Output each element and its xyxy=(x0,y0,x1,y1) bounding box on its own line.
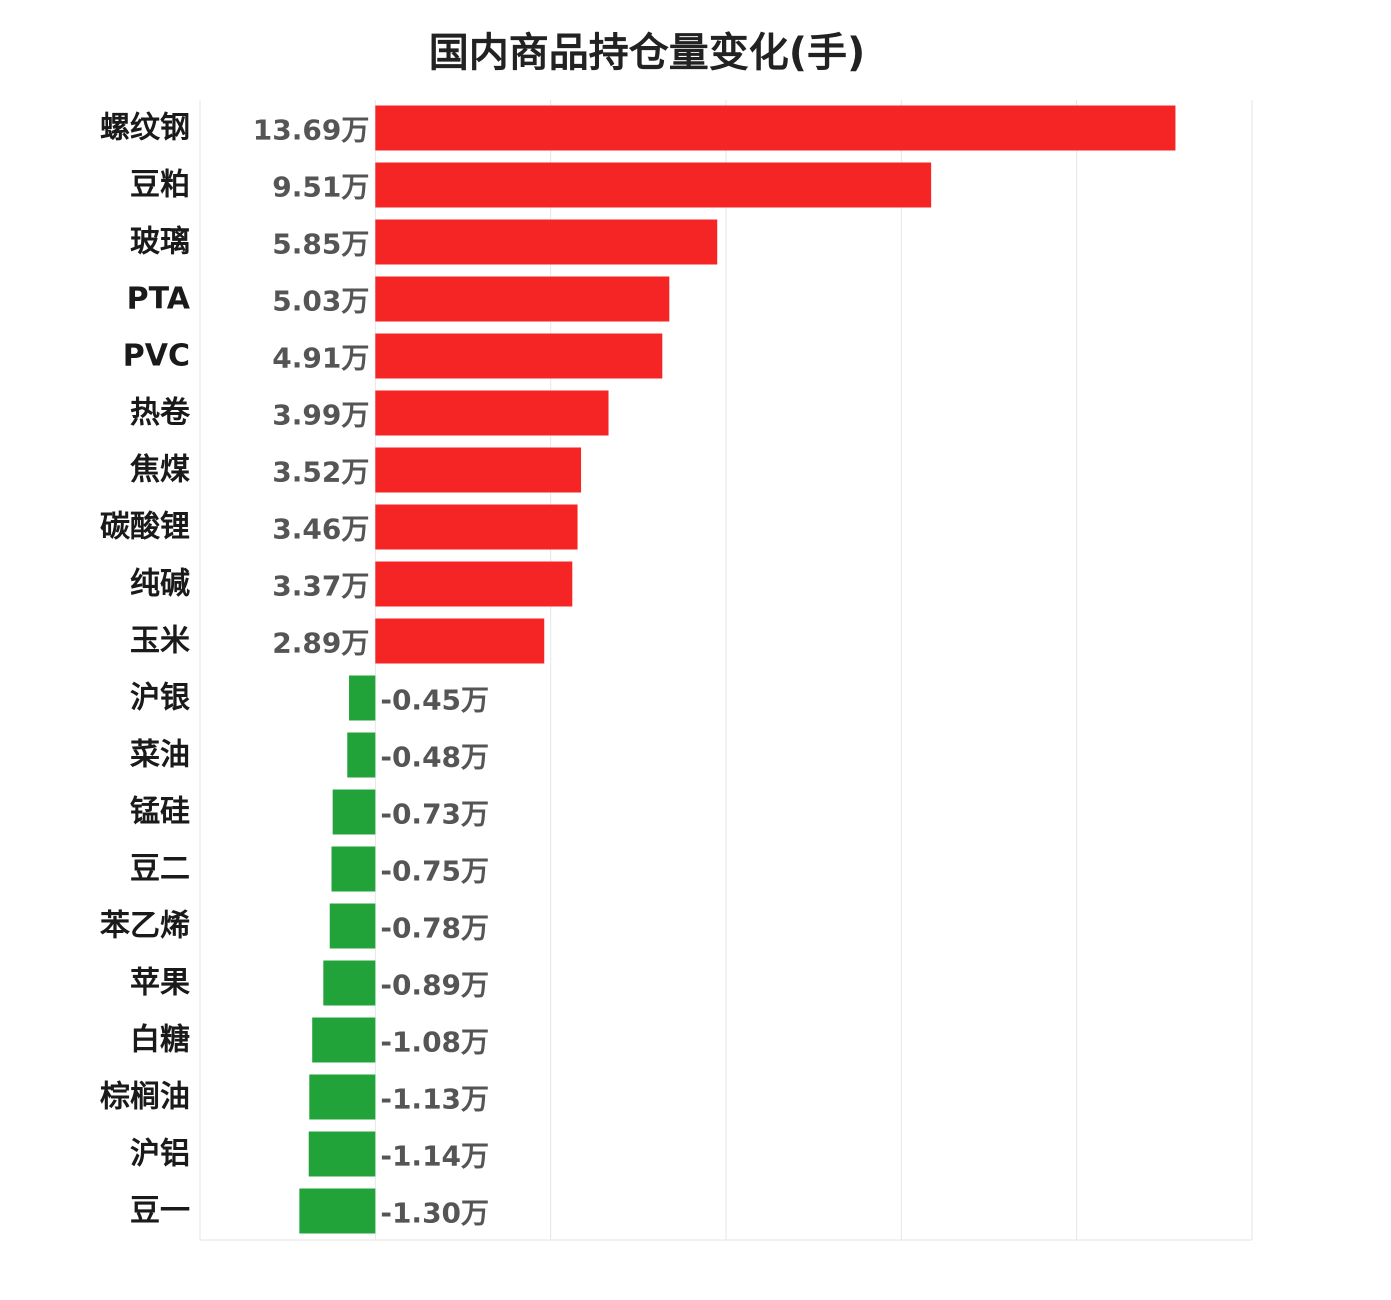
category-label: 豆二 xyxy=(130,852,190,887)
category-label: 热卷 xyxy=(130,396,191,431)
value-label: -0.75万 xyxy=(380,855,489,888)
category-label: 豆一 xyxy=(130,1194,190,1229)
bar xyxy=(375,561,573,607)
value-labels: 13.69万 9.51万 5.85万 5.03万 4.91万 3.99万 3.52万 3.46… xyxy=(253,114,489,1230)
bar xyxy=(375,618,545,664)
bar xyxy=(308,1131,376,1177)
bar xyxy=(375,219,718,265)
category-label: PVC xyxy=(123,339,190,374)
bar xyxy=(347,732,376,778)
value-label: 13.69万 xyxy=(253,114,370,147)
value-label: 5.03万 xyxy=(272,285,369,318)
category-label: 苯乙烯 xyxy=(100,909,190,944)
category-label: PTA xyxy=(127,282,191,317)
bar xyxy=(349,675,376,721)
category-label: 棕榈油 xyxy=(100,1080,190,1115)
category-label: 螺纹钢 xyxy=(100,111,190,146)
bar xyxy=(312,1017,376,1063)
category-label: 焦煤 xyxy=(130,453,190,488)
bar xyxy=(332,789,376,835)
category-label: 碳酸锂 xyxy=(100,510,190,545)
bar xyxy=(375,276,670,322)
bar xyxy=(299,1188,376,1234)
bar xyxy=(375,333,663,379)
grid-lines xyxy=(199,100,1253,1241)
value-label: -1.30万 xyxy=(380,1197,489,1230)
value-label: 3.46万 xyxy=(272,513,369,546)
value-label: 9.51万 xyxy=(272,171,369,204)
value-label: -0.48万 xyxy=(380,741,489,774)
value-label: -0.73万 xyxy=(380,798,489,831)
value-label: 2.89万 xyxy=(272,627,369,660)
bar xyxy=(375,447,582,493)
bar xyxy=(375,105,1176,151)
category-label: 沪银 xyxy=(130,681,190,716)
value-label: -1.13万 xyxy=(380,1083,489,1116)
bar xyxy=(329,903,376,949)
value-label: -1.14万 xyxy=(380,1140,489,1173)
value-label: -0.78万 xyxy=(380,912,489,945)
bar xyxy=(375,390,609,436)
value-label: -0.45万 xyxy=(380,684,489,717)
category-label: 锰硅 xyxy=(130,795,190,830)
category-label: 豆粕 xyxy=(130,168,190,203)
category-label: 纯碱 xyxy=(130,567,190,602)
bar xyxy=(375,162,932,208)
bar xyxy=(323,960,376,1006)
bars xyxy=(299,105,1176,1234)
category-label: 菜油 xyxy=(130,738,190,773)
bar xyxy=(309,1074,376,1120)
bar xyxy=(375,504,578,550)
value-label: 4.91万 xyxy=(272,342,369,375)
value-label: 3.37万 xyxy=(272,570,369,603)
category-label: 玉米 xyxy=(130,624,190,659)
value-label: 3.52万 xyxy=(272,456,369,489)
value-label: -1.08万 xyxy=(380,1026,489,1059)
category-label: 苹果 xyxy=(130,966,190,1001)
value-label: -0.89万 xyxy=(380,969,489,1002)
value-label: 3.99万 xyxy=(272,399,369,432)
category-label: 白糖 xyxy=(130,1023,190,1058)
category-label: 玻璃 xyxy=(130,225,190,260)
bar xyxy=(331,846,376,892)
value-label: 5.85万 xyxy=(272,228,369,261)
chart-title: 国内商品持仓量变化(手) xyxy=(428,30,866,76)
category-label: 沪铝 xyxy=(130,1137,190,1172)
